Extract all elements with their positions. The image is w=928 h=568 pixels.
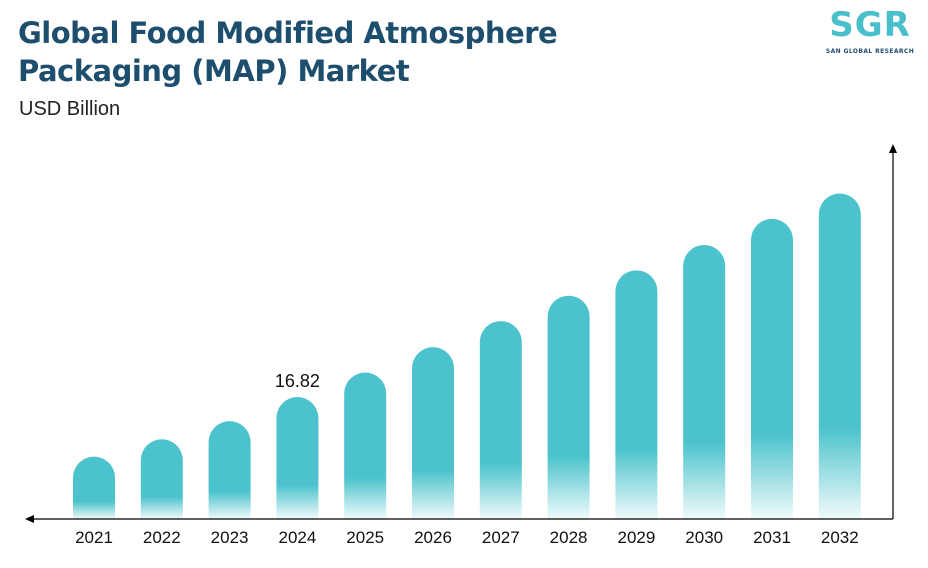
- chart-title: Global Food Modified Atmosphere Packagin…: [18, 14, 558, 90]
- x-tick-label: 2025: [346, 528, 384, 547]
- bar-2026: [412, 347, 454, 519]
- logo-tagline: SAN GLOBAL RESEARCH: [825, 48, 915, 55]
- bar-2031: [751, 218, 793, 519]
- x-tick-label: 2030: [685, 528, 723, 547]
- x-tick-label: 2021: [75, 528, 113, 547]
- data-label: 16.82: [275, 371, 320, 391]
- x-tick-label: 2031: [753, 528, 791, 547]
- bar-2027: [479, 321, 522, 519]
- y-axis-arrow-icon: [889, 144, 897, 153]
- bar-2029: [615, 270, 658, 519]
- bar-2025: [344, 372, 387, 519]
- x-tick-label: 2029: [617, 528, 655, 547]
- bar-2023: [208, 421, 251, 519]
- x-tick-label: 2026: [414, 528, 452, 547]
- bar-2030: [683, 244, 726, 519]
- x-tick-label: 2022: [143, 528, 181, 547]
- x-tick-label: 2023: [211, 528, 249, 547]
- bar-2024: [276, 397, 319, 519]
- x-tick-label: 2032: [821, 528, 859, 547]
- x-tick-label: 2027: [482, 528, 520, 547]
- brand-logo: SGR SAN GLOBAL RESEARCH: [818, 6, 922, 62]
- x-axis-arrow-icon: [25, 515, 34, 523]
- chart-title-line-2: Packaging (MAP) Market: [18, 54, 410, 88]
- bar-2032: [818, 193, 861, 519]
- chart-title-line-1: Global Food Modified Atmosphere: [18, 16, 558, 50]
- x-tick-label: 2024: [278, 528, 316, 547]
- bar-2022: [140, 439, 183, 519]
- unit-label: USD Billion: [19, 98, 121, 120]
- bar-2028: [547, 295, 590, 519]
- x-tick-label: 2028: [550, 528, 588, 547]
- bar-2021: [73, 456, 115, 519]
- logo-letters: SGR: [829, 5, 911, 45]
